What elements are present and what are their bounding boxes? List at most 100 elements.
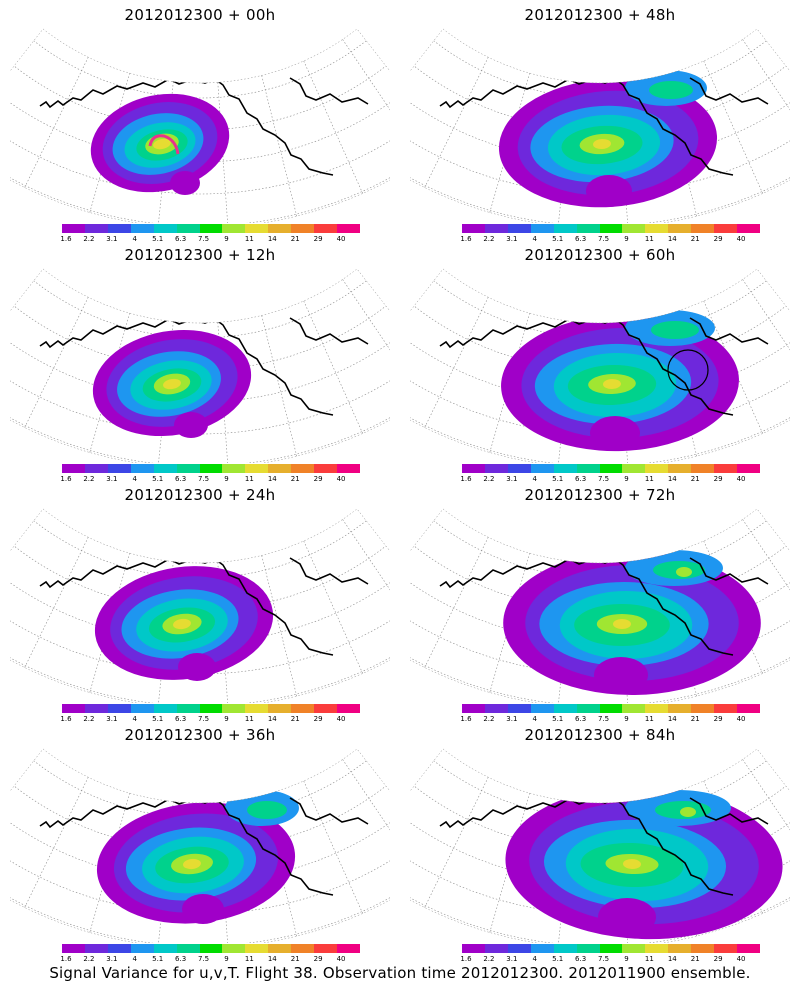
colorbar-segment xyxy=(107,704,131,713)
colorbar-segment xyxy=(484,464,508,473)
colorbar-label: 9 xyxy=(224,235,229,243)
colorbar-segment xyxy=(530,464,554,473)
colorbar-label: 4 xyxy=(532,235,537,243)
colorbar-segment xyxy=(691,464,715,473)
colorbar-segment xyxy=(222,224,246,233)
colorbar-segment xyxy=(153,704,177,713)
colorbar-label: 2.2 xyxy=(483,475,495,483)
colorbar-segment xyxy=(599,464,623,473)
colorbar-label: 2.2 xyxy=(483,235,495,243)
colorbar-label: 3.1 xyxy=(506,715,518,723)
colorbar-segment xyxy=(484,704,508,713)
colorbar-segment xyxy=(199,704,223,713)
colorbar-segment xyxy=(268,224,292,233)
colorbar-label: 6.3 xyxy=(575,955,587,963)
colorbar-label: 29 xyxy=(313,955,323,963)
colorbar-segment xyxy=(622,704,646,713)
colorbar-label: 1.6 xyxy=(60,475,72,483)
colorbar-segment xyxy=(268,464,292,473)
polar-map xyxy=(10,508,390,703)
map-panel: 2012012300 + 36h 1.6 2.2 3.1 4 5.1 6.3 7.5 9 11 14… xyxy=(0,720,400,963)
colorbar-labels: 1.6 2.2 3.1 4 5.1 6.3 7.5 9 11 14 21 29 40 xyxy=(460,235,760,245)
colorbar-label: 1.6 xyxy=(60,715,72,723)
colorbar-segment xyxy=(714,224,738,233)
colorbar-label: 2.2 xyxy=(483,715,495,723)
colorbar-label: 3.1 xyxy=(506,475,518,483)
colorbar-segment xyxy=(622,224,646,233)
colorbar-label: 7.5 xyxy=(597,955,610,963)
colorbar-segment xyxy=(62,944,85,953)
colorbar-label: 21 xyxy=(290,715,300,723)
colorbar-segment xyxy=(245,224,269,233)
colorbar-label: 40 xyxy=(736,475,746,483)
colorbar-label: 11 xyxy=(644,475,654,483)
polar-map xyxy=(10,748,390,943)
colorbar-label: 3.1 xyxy=(506,955,518,963)
map-panel: 2012012300 + 60h 1.6 2.2 3.1 4 5.1 6.3 7.5 9 11 14… xyxy=(400,240,800,483)
colorbar-segment xyxy=(462,944,485,953)
colorbar-label: 14 xyxy=(667,955,677,963)
panel-title: 2012012300 + 48h xyxy=(524,6,676,24)
colorbar-segment xyxy=(176,464,200,473)
colorbar-label: 21 xyxy=(290,955,300,963)
colorbar-label: 11 xyxy=(244,955,254,963)
polar-map xyxy=(10,28,390,223)
map-panel: 2012012300 + 84h 1.6 2.2 3.1 4 5.1 6.3 7.5 9 11 14… xyxy=(400,720,800,963)
colorbar-segment xyxy=(691,224,715,233)
colorbar-label: 3.1 xyxy=(506,235,518,243)
map-border xyxy=(410,748,790,943)
colorbar-segment xyxy=(107,224,131,233)
variance-field xyxy=(505,786,783,940)
colorbar-segment xyxy=(130,944,154,953)
colorbar-segment xyxy=(484,224,508,233)
colorbar-segment xyxy=(84,224,108,233)
colorbar xyxy=(62,944,360,953)
colorbar-label: 14 xyxy=(667,235,677,243)
map-border xyxy=(10,508,390,703)
colorbar-segment xyxy=(291,464,315,473)
colorbar-label: 40 xyxy=(736,235,746,243)
colorbar xyxy=(462,224,760,233)
colorbar-segment xyxy=(737,944,760,953)
variance-field xyxy=(94,566,274,681)
colorbar-label: 11 xyxy=(644,955,654,963)
colorbar-segment xyxy=(245,464,269,473)
colorbar-label: 9 xyxy=(624,475,629,483)
colorbar-label: 6.3 xyxy=(175,475,187,483)
colorbar-label: 29 xyxy=(713,955,723,963)
colorbar-label: 11 xyxy=(244,475,254,483)
colorbar-label: 4 xyxy=(132,475,137,483)
colorbar-label: 21 xyxy=(690,955,700,963)
colorbar-segment xyxy=(199,224,223,233)
polar-map xyxy=(410,268,790,463)
colorbar-segment xyxy=(107,944,131,953)
colorbar-segment xyxy=(507,224,531,233)
panel-title: 2012012300 + 84h xyxy=(524,726,676,744)
colorbar-segment xyxy=(245,944,269,953)
polar-map xyxy=(410,28,790,223)
colorbar-segment xyxy=(645,944,669,953)
colorbar-label: 29 xyxy=(313,475,323,483)
colorbar-segment xyxy=(291,704,315,713)
map-panel: 2012012300 + 48h 1.6 2.2 3.1 4 5.1 6.3 7.5 9 11 14… xyxy=(400,0,800,243)
panel-title: 2012012300 + 12h xyxy=(124,246,276,264)
panel-title: 2012012300 + 60h xyxy=(524,246,676,264)
variance-field xyxy=(96,790,299,924)
graticule xyxy=(10,28,390,223)
colorbar-label: 5.1 xyxy=(152,715,164,723)
colorbar-segment xyxy=(130,464,154,473)
colorbar-labels: 1.6 2.2 3.1 4 5.1 6.3 7.5 9 11 14 21 29 40 xyxy=(60,235,360,245)
colorbar-segment xyxy=(668,944,692,953)
colorbar-segment xyxy=(268,944,292,953)
figure-caption: Signal Variance for u,v,T. Flight 38. Ob… xyxy=(49,964,751,982)
colorbar-segment xyxy=(645,704,669,713)
variance-field xyxy=(498,70,718,208)
colorbar-segment xyxy=(553,464,577,473)
colorbar-label: 40 xyxy=(336,715,346,723)
colorbar-segment xyxy=(691,944,715,953)
colorbar-label: 4 xyxy=(132,235,137,243)
colorbar-label: 5.1 xyxy=(152,475,164,483)
colorbar-label: 3.1 xyxy=(106,955,118,963)
colorbar xyxy=(462,944,760,953)
colorbar-segment xyxy=(291,224,315,233)
